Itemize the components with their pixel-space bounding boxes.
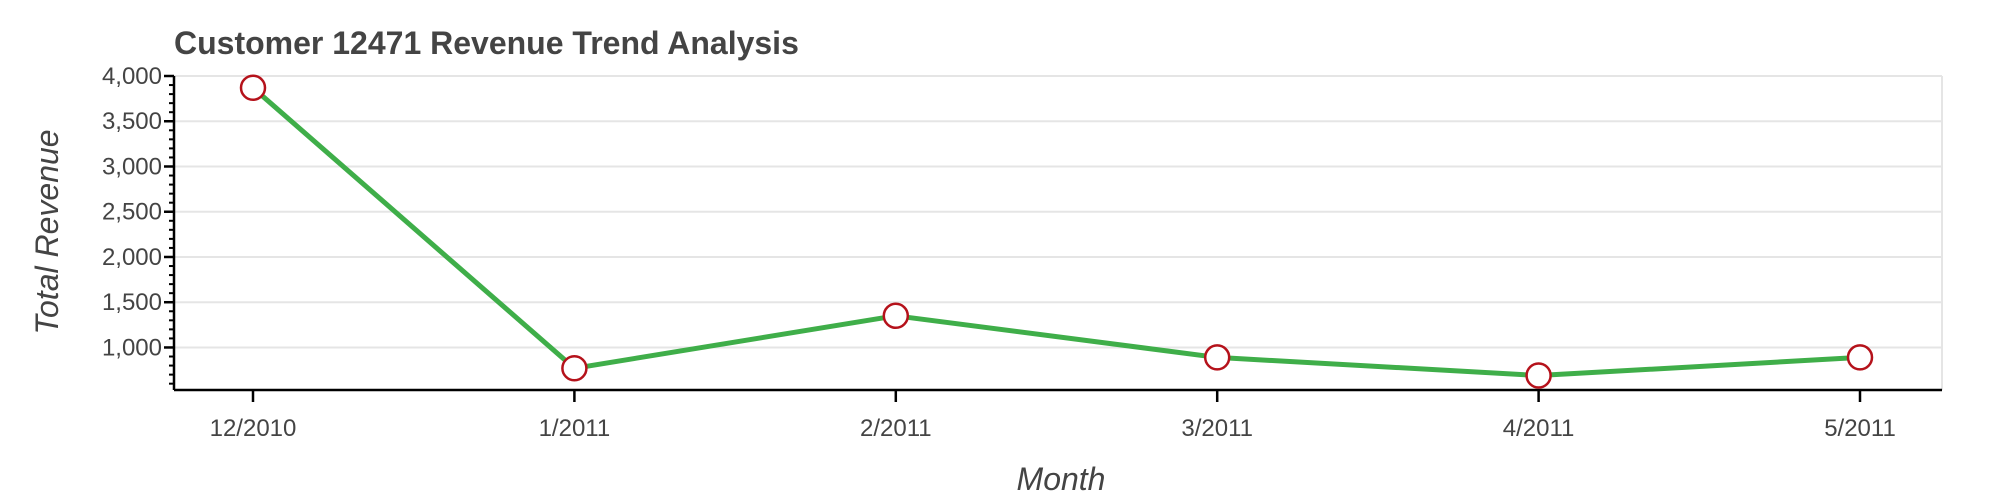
data-point-marker bbox=[561, 355, 588, 382]
y-tick-label: 3,500 bbox=[102, 108, 162, 135]
y-axis-ticks: 1,000 1,500 2,000 2,500 3,000 3,500 4,000 bbox=[102, 63, 174, 385]
series-layer bbox=[239, 74, 1874, 389]
data-point-marker bbox=[882, 302, 910, 330]
chart-title: Customer 12471 Revenue Trend Analysis bbox=[174, 25, 799, 61]
y-tick-label: 3,000 bbox=[102, 153, 162, 180]
y-tick-label: 2,000 bbox=[102, 244, 162, 271]
y-tick-label: 1,000 bbox=[102, 334, 162, 361]
grid-lines bbox=[174, 75, 1943, 390]
x-axis-label: Month bbox=[1017, 461, 1106, 497]
x-tick-label: 4/2011 bbox=[1503, 415, 1575, 442]
data-point-marker bbox=[1846, 344, 1874, 371]
data-point-marker bbox=[1203, 344, 1231, 371]
y-tick-label: 2,500 bbox=[102, 199, 162, 226]
x-tick-label: 2/2011 bbox=[860, 415, 932, 442]
axes bbox=[172, 76, 1942, 392]
y-tick-label: 4,000 bbox=[102, 63, 162, 90]
x-tick-label: 12/2010 bbox=[210, 415, 297, 442]
y-tick-label: 1,500 bbox=[102, 289, 162, 316]
x-axis-ticks: 12/2010 1/2011 2/2011 3/2011 4/2011 5/2011 bbox=[210, 390, 1896, 442]
y-axis-label: Total Revenue bbox=[29, 129, 65, 334]
data-point-marker bbox=[239, 74, 267, 102]
x-tick-label: 3/2011 bbox=[1181, 415, 1253, 442]
data-point-marker bbox=[1525, 362, 1552, 389]
series-line bbox=[250, 85, 1863, 379]
x-tick-label: 1/2011 bbox=[539, 415, 611, 442]
x-tick-label: 5/2011 bbox=[1824, 415, 1896, 442]
